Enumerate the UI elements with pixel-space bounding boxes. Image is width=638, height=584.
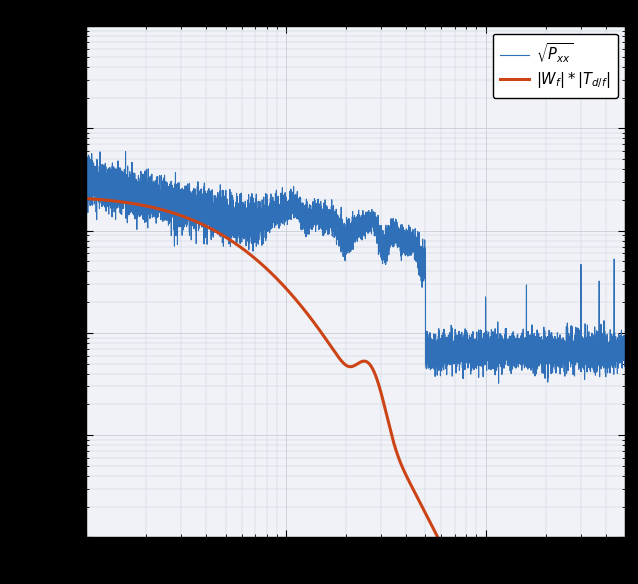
$|W_f|*|T_{d/f}|$ — [82, 195, 90, 202]
$|W_f|*|T_{d/f}|$ — [115, 198, 122, 205]
$\sqrt{P_{xx}}$ — [621, 343, 629, 350]
Line: $\sqrt{P_{xx}}$: $\sqrt{P_{xx}}$ — [86, 152, 625, 383]
$\sqrt{P_{xx}}$ — [105, 172, 112, 179]
$\sqrt{P_{xx}}$ — [82, 190, 90, 197]
$|W_f|*|T_{d/f}|$ — [346, 363, 353, 370]
$|W_f|*|T_{d/f}|$ — [188, 216, 196, 223]
$\sqrt{P_{xx}}$ — [346, 233, 353, 240]
$\sqrt{P_{xx}}$ — [593, 346, 600, 353]
$\sqrt{P_{xx}}$ — [115, 176, 122, 183]
$\sqrt{P_{xx}}$ — [494, 380, 502, 387]
$\sqrt{P_{xx}}$ — [85, 178, 93, 185]
$\sqrt{P_{xx}}$ — [122, 148, 130, 155]
$|W_f|*|T_{d/f}|$ — [85, 195, 93, 202]
Legend: $\sqrt{P_{xx}}$, $|W_f|*|T_{d/f}|$: $\sqrt{P_{xx}}$, $|W_f|*|T_{d/f}|$ — [493, 33, 618, 98]
$|W_f|*|T_{d/f}|$ — [105, 197, 112, 204]
Line: $|W_f|*|T_{d/f}|$: $|W_f|*|T_{d/f}|$ — [86, 199, 625, 584]
$\sqrt{P_{xx}}$ — [188, 215, 196, 222]
